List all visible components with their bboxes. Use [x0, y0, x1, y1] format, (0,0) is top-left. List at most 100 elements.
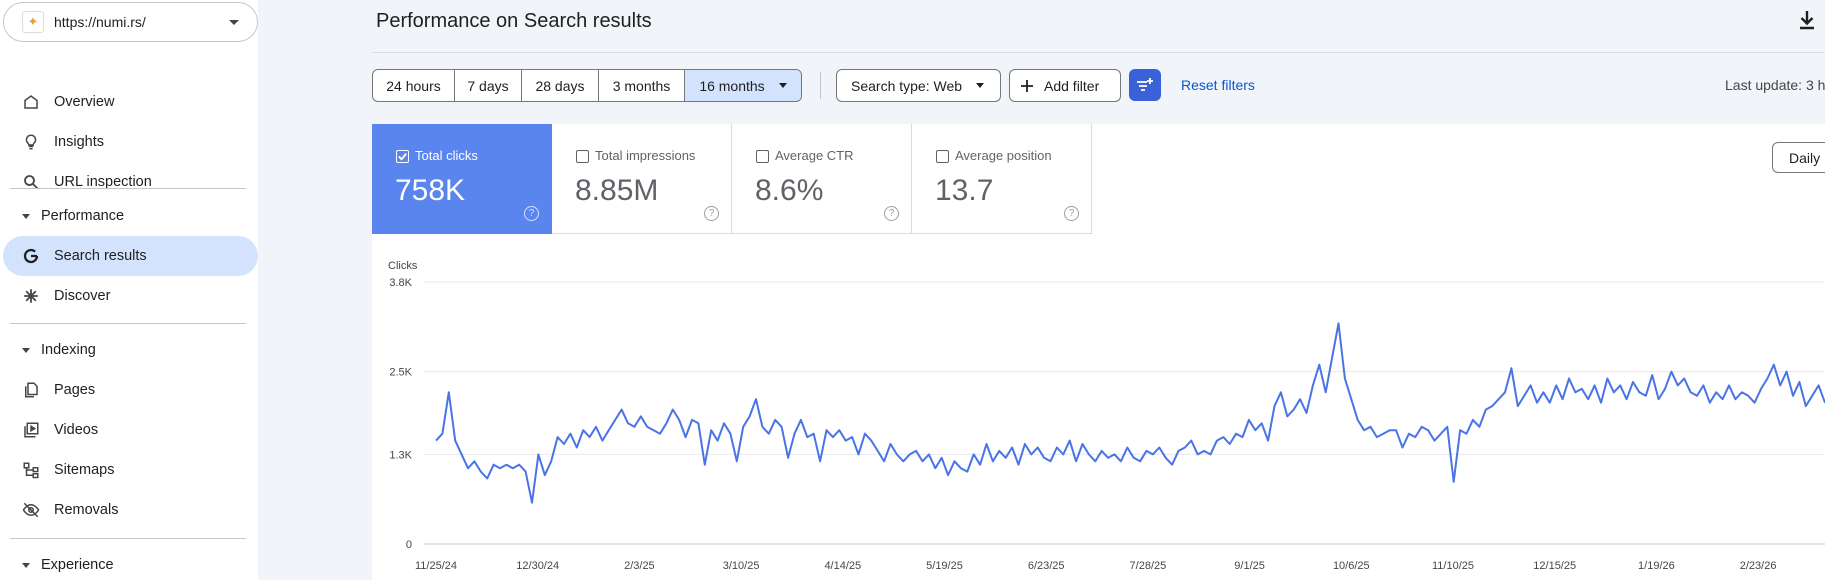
- home-icon: [21, 92, 41, 112]
- granularity-dropdown[interactable]: Daily: [1772, 142, 1825, 173]
- sidebar-item-search-results[interactable]: Search results: [3, 236, 258, 276]
- x-tick-label: 2/23/26: [1740, 560, 1777, 572]
- site-favicon-icon: ✦: [22, 11, 44, 33]
- chart-grid: [424, 281, 1825, 545]
- property-selector[interactable]: ✦ https://numi.rs/: [3, 2, 258, 42]
- divider: [10, 538, 246, 539]
- y-axis-ticks: 0 1.3K 2.5K 3.8K: [389, 277, 412, 551]
- lightbulb-icon: [21, 132, 41, 152]
- help-icon[interactable]: ?: [524, 206, 539, 221]
- x-tick-label: 11/10/25: [1432, 560, 1474, 572]
- video-icon: [21, 420, 41, 440]
- range-16-months-button[interactable]: 16 months: [685, 70, 801, 101]
- caret-down-icon: [22, 562, 30, 568]
- x-tick-label: 12/15/25: [1533, 560, 1576, 572]
- section-label: Experience: [41, 557, 114, 573]
- metric-value: 8.6%: [755, 174, 824, 207]
- x-tick-label: 3/10/25: [723, 560, 760, 572]
- metric-value: 758K: [395, 174, 466, 207]
- sidebar-item-label: Overview: [54, 94, 115, 110]
- range-7-days-button[interactable]: 7 days: [455, 70, 522, 101]
- sidebar-item-sitemaps[interactable]: Sitemaps: [3, 450, 258, 490]
- range-label: 16 months: [699, 77, 765, 94]
- reset-filters-link[interactable]: Reset filters: [1181, 77, 1255, 93]
- x-axis-ticks: 11/25/24 12/30/24 2/3/25 3/10/25 4/14/25 5/19…: [415, 560, 1776, 572]
- divider: [10, 188, 246, 189]
- sidebar: ✦ https://numi.rs/ Overview Insights URL…: [0, 0, 258, 580]
- google-g-icon: [21, 246, 41, 266]
- checkbox-checked-icon: [396, 150, 409, 163]
- search-type-label: Search type: Web: [851, 77, 963, 94]
- x-tick-label: 10/6/25: [1333, 560, 1370, 572]
- sidebar-section-performance[interactable]: Performance: [22, 208, 124, 224]
- metric-total-impressions[interactable]: Total impressions 8.85M ?: [552, 124, 732, 234]
- metric-average-position[interactable]: Average position 13.7 ?: [912, 124, 1092, 234]
- range-24-hours-button[interactable]: 24 hours: [373, 70, 455, 101]
- metric-name: Total clicks: [415, 148, 478, 163]
- sitemap-icon: [21, 460, 41, 480]
- x-tick-label: 2/3/25: [624, 560, 655, 572]
- caret-down-icon: [22, 347, 30, 353]
- filter-add-icon: [1137, 78, 1153, 91]
- help-icon[interactable]: ?: [884, 206, 899, 221]
- chevron-down-icon: [976, 83, 985, 88]
- range-3-months-button[interactable]: 3 months: [599, 70, 685, 101]
- x-tick-label: 4/14/25: [824, 560, 861, 572]
- checkbox-icon: [936, 150, 949, 163]
- sidebar-item-label: Removals: [54, 502, 119, 518]
- search-type-dropdown[interactable]: Search type: Web: [836, 69, 1001, 102]
- add-filter-label: Add filter: [1044, 77, 1100, 94]
- add-filter-button[interactable]: Add filter: [1009, 69, 1121, 102]
- sidebar-item-pages[interactable]: Pages: [3, 370, 258, 410]
- sidebar-item-label: Search results: [54, 248, 147, 264]
- metric-value: 13.7: [935, 174, 994, 207]
- sidebar-item-discover[interactable]: Discover: [3, 276, 258, 316]
- sidebar-item-label: Pages: [54, 382, 96, 398]
- clicks-line-chart: Clicks 0 1.3K 2.5K 3.8K 11/25/24 12/30/24 2/3…: [388, 260, 1825, 572]
- sidebar-section-experience[interactable]: Experience: [22, 557, 114, 573]
- sidebar-item-label: Videos: [54, 422, 99, 438]
- property-url: https://numi.rs/: [54, 14, 146, 30]
- clicks-series-line: [435, 322, 1825, 504]
- sidebar-item-removals[interactable]: Removals: [3, 490, 258, 530]
- help-icon[interactable]: ?: [1064, 206, 1079, 221]
- metric-average-ctr[interactable]: Average CTR 8.6% ?: [732, 124, 912, 234]
- metric-name: Total impressions: [595, 148, 696, 163]
- pages-icon: [21, 380, 41, 400]
- y-axis-label: Clicks: [388, 260, 418, 272]
- x-tick-label: 11/25/24: [415, 560, 457, 572]
- sidebar-item-overview[interactable]: Overview: [3, 82, 258, 122]
- metric-total-clicks[interactable]: Total clicks 758K ?: [372, 124, 552, 234]
- section-label: Indexing: [41, 342, 96, 358]
- y-tick-label: 0: [406, 539, 412, 551]
- checkbox-icon: [756, 150, 769, 163]
- sidebar-item-label: Insights: [54, 134, 104, 150]
- sidebar-item-insights[interactable]: Insights: [3, 122, 258, 162]
- chevron-down-icon: [778, 83, 787, 88]
- help-icon[interactable]: ?: [704, 206, 719, 221]
- chevron-down-icon: [229, 20, 239, 25]
- sidebar-item-label: Sitemaps: [54, 462, 115, 478]
- sidebar-item-label: Discover: [54, 288, 111, 304]
- page-title: Performance on Search results: [376, 10, 652, 32]
- x-tick-label: 5/19/25: [926, 560, 963, 572]
- x-tick-label: 6/23/25: [1028, 560, 1065, 572]
- caret-down-icon: [22, 213, 30, 219]
- x-tick-label: 7/28/25: [1130, 560, 1167, 572]
- eye-off-icon: [21, 500, 41, 520]
- sidebar-section-indexing[interactable]: Indexing: [22, 342, 96, 358]
- sidebar-item-videos[interactable]: Videos: [3, 410, 258, 450]
- x-tick-label: 12/30/24: [516, 560, 559, 572]
- metric-name: Average CTR: [775, 148, 854, 163]
- plus-icon: [1021, 79, 1033, 92]
- last-update-text: Last update: 3 h: [1725, 77, 1825, 93]
- metric-value: 8.85M: [575, 174, 659, 207]
- download-icon[interactable]: [1798, 10, 1816, 30]
- sidebar-item-url-inspection[interactable]: URL inspection: [3, 162, 258, 202]
- search-icon: [21, 172, 41, 192]
- range-28-days-button[interactable]: 28 days: [522, 70, 599, 101]
- filter-options-button[interactable]: [1129, 69, 1161, 101]
- asterisk-icon: [21, 286, 41, 306]
- checkbox-icon: [576, 150, 589, 163]
- y-tick-label: 1.3K: [389, 449, 412, 461]
